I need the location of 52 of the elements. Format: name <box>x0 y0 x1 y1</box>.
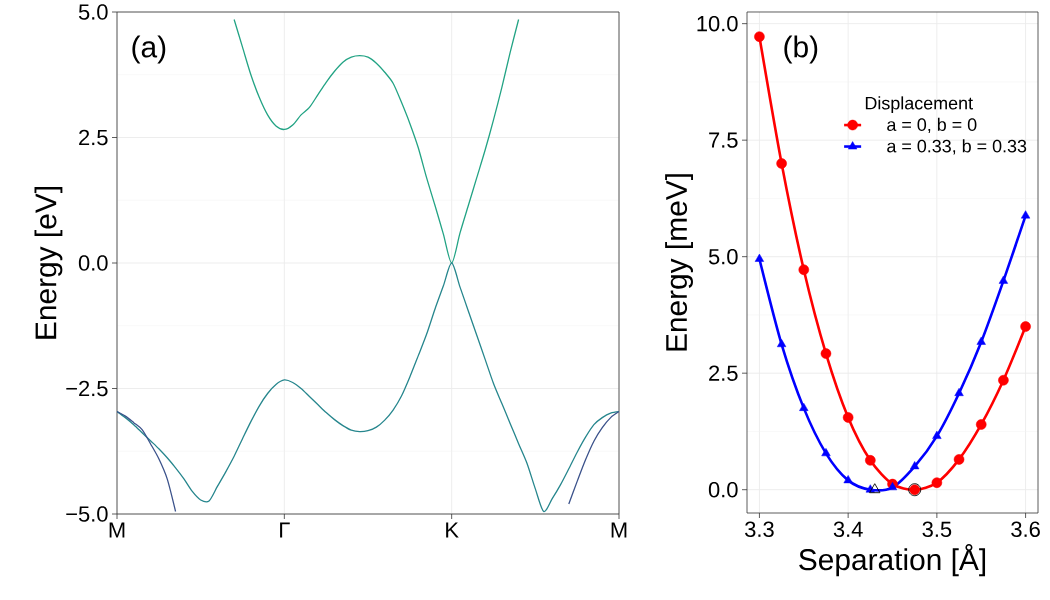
point <box>887 482 898 491</box>
x-tick-label: K <box>446 522 459 538</box>
y-tick-label: 2.5 <box>79 129 108 146</box>
point <box>799 402 809 411</box>
point <box>1020 321 1031 332</box>
point <box>776 158 787 169</box>
x-tick-label: 3.6 <box>1011 521 1040 538</box>
line-series <box>117 262 619 513</box>
x-tick-label: 3.3 <box>745 521 774 538</box>
point <box>821 448 831 457</box>
annotation: (b) <box>784 35 818 64</box>
point <box>932 430 942 439</box>
y-tick-label: 7.5 <box>709 132 738 148</box>
line-series <box>233 18 520 264</box>
x-tick-label: M <box>611 522 627 538</box>
x-axis-title: Separation [Å] <box>799 543 986 577</box>
legend-title: Displacement <box>865 96 973 114</box>
point <box>953 454 965 465</box>
y-axis-title: Energy [eV] <box>34 187 63 339</box>
point <box>998 374 1009 386</box>
x-tick-label: 3.5 <box>922 521 952 538</box>
point <box>931 477 943 488</box>
y-tick-label: 5.0 <box>78 4 108 20</box>
point <box>777 339 787 348</box>
y-axis-title: Energy [meV] <box>665 174 693 351</box>
legend-label: a = 0.33, b = 0.33 <box>887 139 1027 155</box>
y-tick-label: 2.5 <box>709 365 738 381</box>
x-tick-label: Γ <box>280 522 290 538</box>
point <box>843 475 853 484</box>
point <box>754 253 765 262</box>
y-tick-label: −5.0 <box>66 506 108 522</box>
point <box>910 461 920 470</box>
x-tick-label: M <box>109 522 125 538</box>
point <box>1021 210 1031 219</box>
y-tick-label: 0.0 <box>708 481 738 498</box>
point <box>754 31 765 42</box>
point <box>998 275 1008 284</box>
legend-label: a = 0, b = 0 <box>887 117 977 134</box>
y-tick-label: 0.0 <box>78 255 108 271</box>
point <box>975 419 987 430</box>
point <box>798 264 810 275</box>
point <box>865 455 876 466</box>
y-tick-label: 5.0 <box>708 248 738 265</box>
point <box>954 387 964 396</box>
y-tick-label: −2.5 <box>66 380 108 397</box>
point <box>869 483 881 494</box>
annotation: (a) <box>132 35 166 64</box>
point <box>976 336 986 345</box>
point <box>842 412 854 423</box>
x-tick-label: 3.4 <box>833 521 863 538</box>
point <box>820 348 832 359</box>
y-tick-label: 10.0 <box>697 15 738 32</box>
